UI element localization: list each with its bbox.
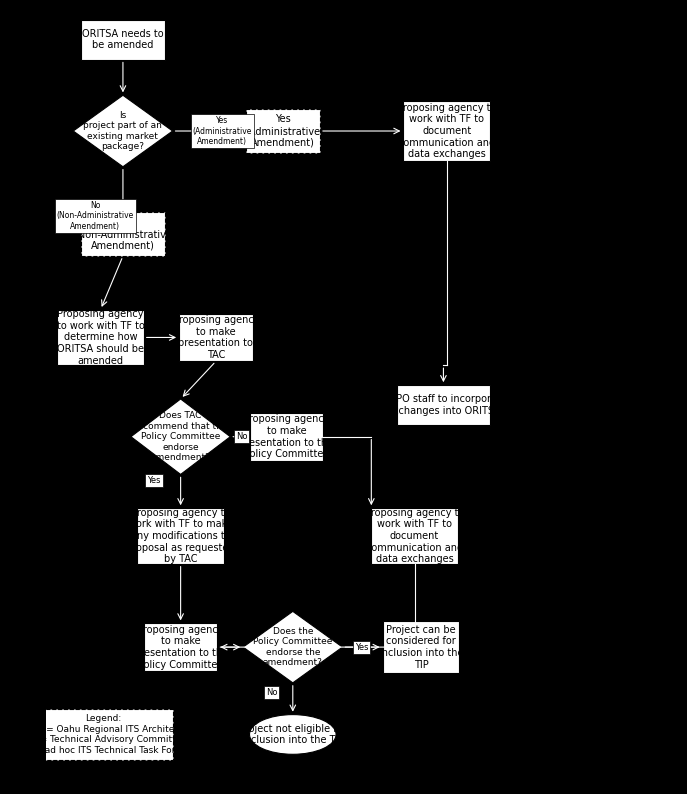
Text: No
(Non-Administrative
Amendment): No (Non-Administrative Amendment) [57, 201, 134, 231]
Text: Proposing agency
to work with TF to
determine how
ORITSA should be
amended: Proposing agency to work with TF to dete… [56, 309, 144, 366]
Text: Proposing agency
to make
presentation to the
Policy Committee: Proposing agency to make presentation to… [239, 414, 333, 459]
Polygon shape [74, 95, 172, 167]
Text: OMPO staff to incorporate
exchanges into ORITSA: OMPO staff to incorporate exchanges into… [380, 394, 507, 416]
FancyBboxPatch shape [397, 385, 490, 425]
Text: Does the
Policy Committee
endorse the
amendment?: Does the Policy Committee endorse the am… [253, 627, 333, 667]
Text: Yes
(Administrative
Amendment): Yes (Administrative Amendment) [192, 116, 252, 146]
FancyBboxPatch shape [137, 508, 224, 564]
FancyBboxPatch shape [247, 109, 320, 152]
FancyBboxPatch shape [403, 102, 490, 160]
Text: Yes
(Administrative
Amendment): Yes (Administrative Amendment) [246, 114, 321, 148]
Text: Is
project part of an
existing market
package?: Is project part of an existing market pa… [84, 111, 162, 151]
Polygon shape [243, 611, 343, 683]
Text: Yes: Yes [147, 476, 161, 485]
Text: Project can be
considered for
inclusion into the
TIP: Project can be considered for inclusion … [379, 625, 463, 669]
Text: No: No [236, 432, 247, 441]
FancyBboxPatch shape [35, 708, 172, 761]
Text: No
(Non-Administrative
Amendment): No (Non-Administrative Amendment) [74, 218, 172, 251]
FancyBboxPatch shape [57, 310, 144, 365]
Text: Does TAC
recommend that the
Policy Committee
endorse
amendment?: Does TAC recommend that the Policy Commi… [134, 411, 227, 462]
Text: Yes: Yes [354, 642, 368, 652]
Text: Proposing agency
to make
presentation to the
Policy Committee: Proposing agency to make presentation to… [133, 625, 227, 669]
Text: Proposing agency to
work with TF to
document
communication and
data exchanges: Proposing agency to work with TF to docu… [397, 102, 496, 160]
FancyBboxPatch shape [144, 623, 218, 671]
FancyBboxPatch shape [81, 212, 165, 256]
Text: Project not eligible for
inclusion into the TIP: Project not eligible for inclusion into … [239, 723, 346, 746]
Ellipse shape [249, 715, 336, 754]
Text: Proposing agency to
work with TF to
document
communication and
data exchanges: Proposing agency to work with TF to docu… [365, 507, 464, 565]
Polygon shape [131, 399, 230, 474]
Text: Proposing agency
to make
presentation to
TAC: Proposing agency to make presentation to… [172, 315, 259, 360]
Text: ORITSA needs to
be amended: ORITSA needs to be amended [82, 29, 164, 51]
Text: Proposing agency to
work with TF to make
any modifications to
proposal as reques: Proposing agency to work with TF to make… [126, 507, 235, 565]
FancyBboxPatch shape [383, 621, 460, 673]
FancyBboxPatch shape [371, 508, 458, 564]
Text: No: No [266, 688, 278, 697]
FancyBboxPatch shape [81, 20, 165, 60]
FancyBboxPatch shape [179, 314, 253, 361]
FancyBboxPatch shape [249, 413, 324, 461]
Text: Legend:
ORITSA = Oahu Regional ITS Architecture
TAC = Technical Advisory Committ: Legend: ORITSA = Oahu Regional ITS Archi… [10, 715, 198, 754]
